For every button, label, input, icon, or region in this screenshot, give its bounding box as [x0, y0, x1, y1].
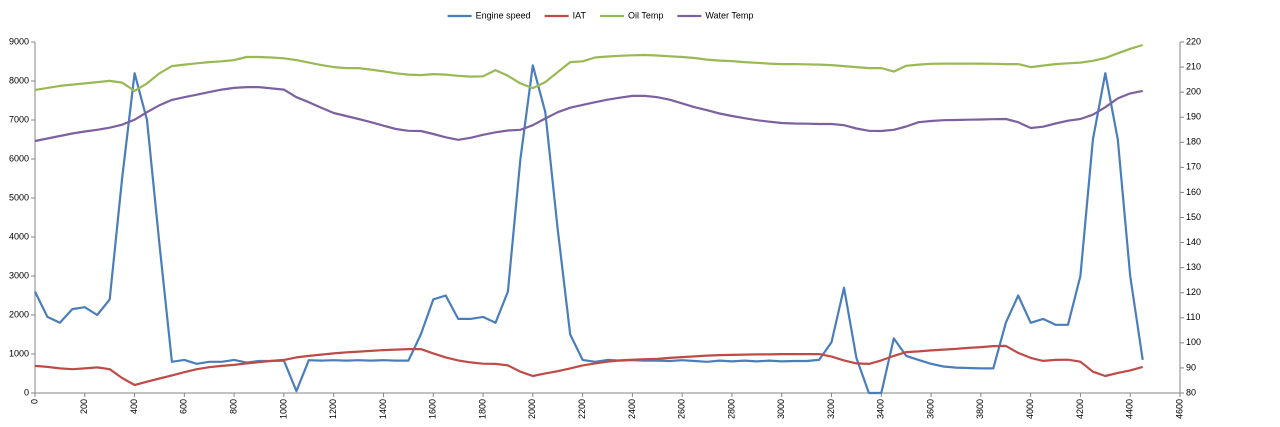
y-tick-label: 8000	[9, 75, 29, 85]
x-tick-label: 2800	[726, 399, 736, 419]
y-tick-label: 6000	[9, 153, 29, 163]
x-tick-label: 1000	[278, 399, 288, 419]
y2-tick-label: 190	[1186, 112, 1201, 122]
x-tick-label: 3000	[776, 399, 786, 419]
x-tick-label: 800	[229, 399, 239, 414]
x-tick-label: 600	[179, 399, 189, 414]
y-tick-label: 1000	[9, 348, 29, 358]
x-tick-label: 4200	[1075, 399, 1085, 419]
y-tick-label: 9000	[9, 36, 29, 46]
x-tick-label: 2000	[527, 399, 537, 419]
x-tick-label: 4400	[1125, 399, 1135, 419]
x-tick-label: 1200	[328, 399, 338, 419]
x-tick-label: 3600	[925, 399, 935, 419]
x-tick-label: 3800	[975, 399, 985, 419]
x-tick-label: 200	[79, 399, 89, 414]
y2-tick-label: 130	[1186, 262, 1201, 272]
y2-tick-label: 200	[1186, 87, 1201, 97]
x-tick-label: 1600	[428, 399, 438, 419]
y2-tick-label: 160	[1186, 187, 1201, 197]
y-tick-label: 2000	[9, 309, 29, 319]
y2-tick-label: 90	[1186, 362, 1196, 372]
y-tick-label: 4000	[9, 231, 29, 241]
x-tick-label: 2600	[677, 399, 687, 419]
y2-tick-label: 100	[1186, 337, 1201, 347]
y-tick-label: 3000	[9, 270, 29, 280]
y2-tick-label: 210	[1186, 61, 1201, 71]
x-tick-label: 0	[29, 399, 39, 404]
series-line	[34, 344, 1143, 387]
y2-tick-label: 110	[1186, 312, 1200, 322]
series-line	[34, 86, 1143, 143]
y2-tick-label: 150	[1186, 212, 1201, 222]
legend-label: Water Temp	[705, 10, 753, 20]
y2-tick-label: 140	[1186, 237, 1201, 247]
x-tick-label: 4600	[1174, 399, 1184, 419]
y-tick-label: 0	[24, 387, 29, 397]
y2-tick-label: 180	[1186, 137, 1201, 147]
legend-label: Engine speed	[476, 10, 531, 20]
y-tick-label: 7000	[9, 114, 29, 124]
y2-tick-label: 80	[1186, 387, 1196, 397]
y2-tick-label: 120	[1186, 287, 1201, 297]
x-tick-label: 3200	[826, 399, 836, 419]
x-tick-label: 3400	[876, 399, 886, 419]
x-tick-label: 1800	[477, 399, 487, 419]
y-tick-label: 5000	[9, 192, 29, 202]
x-tick-label: 1400	[378, 399, 388, 419]
legend-label: IAT	[573, 10, 587, 20]
x-tick-label: 2400	[627, 399, 637, 419]
series-line	[34, 43, 1144, 92]
x-tick-label: 2200	[577, 399, 587, 419]
x-tick-label: 400	[129, 399, 139, 414]
series-line	[34, 64, 1144, 395]
legend-label: Oil Temp	[628, 10, 663, 20]
y2-tick-label: 220	[1186, 36, 1201, 46]
y2-tick-label: 170	[1186, 162, 1201, 172]
x-tick-label: 4000	[1025, 399, 1035, 419]
